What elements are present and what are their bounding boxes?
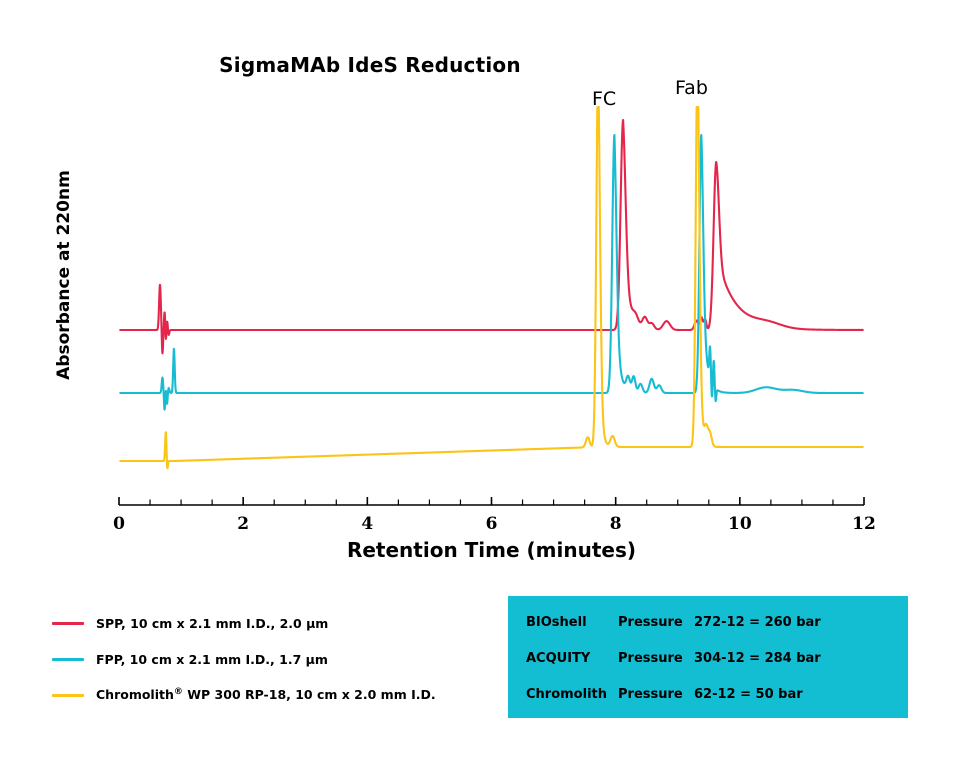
trace-fpp	[119, 133, 864, 411]
trace-chromolith	[119, 105, 864, 470]
peak-label-fc: FC	[592, 88, 617, 110]
infobox-metric-bioshell: Pressure	[618, 614, 683, 630]
legend-swatch-fpp	[52, 657, 84, 661]
infobox-name-acquity: ACQUITY	[526, 650, 591, 666]
x-axis-label: Retention Time (minutes)	[346, 538, 637, 562]
legend-label-chromolith: Chromolith® WP 300 RP-18, 10 cm x 2.0 mm…	[96, 687, 436, 702]
legend-label-chromolith-post: WP 300 RP-18, 10 cm x 2.0 mm I.D.	[182, 687, 436, 703]
legend-item-fpp: FPP, 10 cm x 2.1 mm I.D., 1.7 µm	[52, 641, 492, 677]
x-tick-label: 6	[486, 514, 498, 534]
trace-group	[119, 105, 864, 470]
x-axis-ticks	[118, 497, 865, 505]
infobox-name-chromolith: Chromolith	[526, 686, 607, 702]
x-tick-label: 0	[113, 514, 125, 534]
x-tick-label: 2	[237, 514, 249, 534]
infobox-metric-acquity: Pressure	[618, 650, 683, 666]
x-axis: 0 2 4 6 8 10 12	[113, 497, 876, 534]
peak-label-fab: Fab	[675, 77, 708, 99]
x-tick-label: 10	[728, 514, 752, 534]
infobox-name-bioshell: BIOshell	[526, 614, 587, 630]
legend-label-fpp: FPP, 10 cm x 2.1 mm I.D., 1.7 µm	[96, 651, 328, 667]
legend: SPP, 10 cm x 2.1 mm I.D., 2.0 µm FPP, 10…	[52, 605, 492, 713]
infobox-value-acquity: 304-12 = 284 bar	[694, 650, 821, 666]
x-axis-tick-labels: 0 2 4 6 8 10 12	[113, 514, 876, 534]
registered-mark-icon: ®	[173, 687, 183, 698]
pressure-infobox: BIOshell Pressure 272-12 = 260 bar ACQUI…	[508, 596, 908, 718]
x-tick-label: 4	[361, 514, 373, 534]
legend-swatch-chromolith	[52, 693, 84, 697]
infobox-row-chromolith: Chromolith Pressure 62-12 = 50 bar	[526, 676, 908, 712]
infobox-value-bioshell: 272-12 = 260 bar	[694, 614, 821, 630]
x-tick-label: 12	[852, 514, 876, 534]
legend-item-chromolith: Chromolith® WP 300 RP-18, 10 cm x 2.0 mm…	[52, 677, 492, 713]
infobox-row-bioshell: BIOshell Pressure 272-12 = 260 bar	[526, 604, 908, 640]
infobox-metric-chromolith: Pressure	[618, 686, 683, 702]
legend-label-spp: SPP, 10 cm x 2.1 mm I.D., 2.0 µm	[96, 615, 329, 631]
trace-spp	[119, 118, 864, 355]
infobox-row-acquity: ACQUITY Pressure 304-12 = 284 bar	[526, 640, 908, 676]
page-title: SigmaMAb IdeS Reduction	[219, 53, 521, 77]
legend-swatch-spp	[52, 621, 84, 625]
x-tick-label: 8	[610, 514, 622, 534]
infobox-value-chromolith: 62-12 = 50 bar	[694, 686, 803, 702]
legend-item-spp: SPP, 10 cm x 2.1 mm I.D., 2.0 µm	[52, 605, 492, 641]
legend-label-chromolith-pre: Chromolith	[96, 687, 174, 703]
plot-area: 0 2 4 6 8 10 12	[113, 105, 876, 534]
